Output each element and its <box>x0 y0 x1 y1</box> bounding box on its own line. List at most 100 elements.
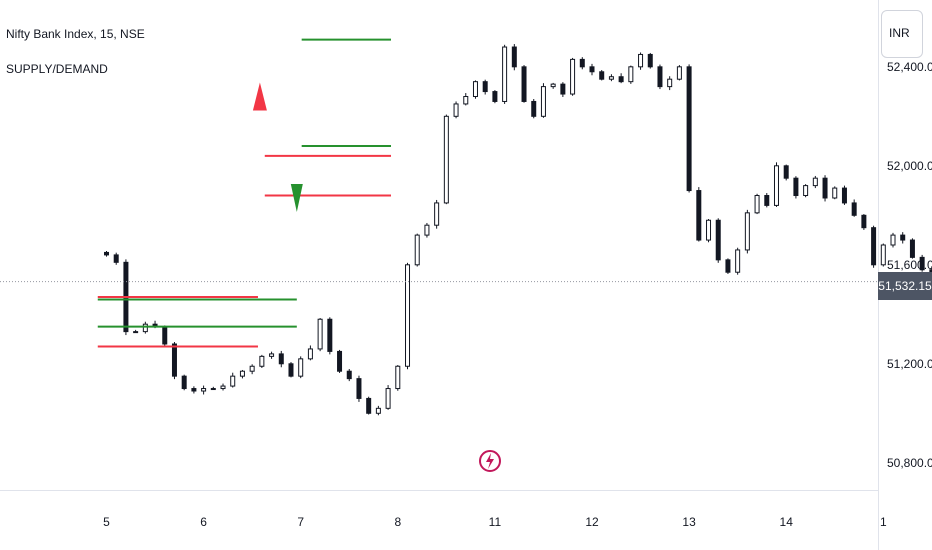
candle-body <box>482 81 488 93</box>
candle-body <box>793 177 799 197</box>
candle-body <box>608 76 614 80</box>
candle-body <box>337 350 343 372</box>
candle-body <box>754 195 760 214</box>
candle-body <box>638 53 644 68</box>
candle-body <box>773 165 779 206</box>
candle-body <box>220 385 226 390</box>
candle-body <box>880 244 886 266</box>
candle-body <box>443 115 449 204</box>
candle-body <box>502 46 508 102</box>
candle-body <box>851 202 857 216</box>
x-tick-label: 12 <box>585 515 599 529</box>
candle-body <box>191 388 197 392</box>
candle-body <box>239 370 245 377</box>
candle-body <box>434 202 440 226</box>
candle-body <box>735 249 741 273</box>
candle-body <box>521 66 527 102</box>
symbol-title: Nifty Bank Index, 15, NSE <box>6 27 145 41</box>
candle-body <box>171 343 177 377</box>
candle-body <box>492 91 498 102</box>
candle-body <box>375 407 381 414</box>
currency-label: INR <box>889 26 910 40</box>
candle-body <box>890 234 896 246</box>
candle-body <box>832 187 838 199</box>
candle-body <box>511 46 517 68</box>
candle-body <box>812 177 818 187</box>
x-tick-label: 13 <box>682 515 696 529</box>
candle-body <box>278 353 284 365</box>
lightning-bolt-icon[interactable] <box>478 445 502 478</box>
candle-body <box>919 256 925 271</box>
candle-body <box>317 318 323 350</box>
x-tick-label: 6 <box>200 515 207 529</box>
up-arrow-icon <box>252 82 267 111</box>
candle-body <box>395 365 401 390</box>
candle-body <box>356 378 362 399</box>
candle-body <box>550 83 556 88</box>
candle-body <box>259 355 265 367</box>
candle-body <box>113 254 119 263</box>
candle-body <box>841 187 847 204</box>
x-tick-label: 5 <box>103 515 110 529</box>
down-arrow-icon <box>290 183 303 212</box>
candle-body <box>657 66 663 88</box>
candle-body <box>589 66 595 73</box>
indicator-label[interactable]: SUPPLY/DEMAND <box>6 62 108 76</box>
candle-body <box>783 165 789 179</box>
candle-body <box>570 58 576 95</box>
x-tick-label: 8 <box>394 515 401 529</box>
candle-body <box>803 185 809 197</box>
last-price-tag: 51,532.15 <box>878 272 932 300</box>
candle-body <box>298 358 304 377</box>
candle-body <box>676 66 682 80</box>
candle-body <box>822 177 828 199</box>
candle-body <box>405 264 411 367</box>
x-tick-label: 1 <box>880 515 887 529</box>
candle-body <box>725 259 731 273</box>
candle-body <box>696 190 702 241</box>
y-tick-label: 52,000.00 <box>887 159 932 173</box>
candle-body <box>327 318 333 352</box>
candle-body <box>900 234 906 241</box>
candle-body <box>647 53 653 68</box>
candle-body <box>463 96 469 105</box>
candle-body <box>424 224 430 236</box>
candle-body <box>230 375 236 387</box>
candle-body <box>453 103 459 117</box>
candle-body <box>288 363 294 377</box>
candle-body <box>686 66 692 192</box>
candle-body <box>628 66 634 83</box>
candle-body <box>540 86 546 117</box>
candle-body <box>249 365 255 372</box>
candle-body <box>181 375 187 390</box>
candle-body <box>579 58 585 68</box>
candle-body <box>715 219 721 261</box>
candle-body <box>210 388 216 391</box>
candle-body <box>909 239 915 258</box>
candle-body <box>744 212 750 251</box>
candle-body <box>667 78 673 88</box>
candle-body <box>472 81 478 98</box>
y-tick-label: 51,600.00 <box>887 258 932 272</box>
candle-body <box>531 100 537 117</box>
x-tick-label: 11 <box>489 515 502 529</box>
x-tick-label: 14 <box>780 515 794 529</box>
candle-body <box>861 214 867 229</box>
y-tick-label: 52,400.00 <box>887 60 932 74</box>
y-tick-label: 51,200.00 <box>887 357 932 371</box>
y-tick-label: 50,800.00 <box>887 456 932 470</box>
candle-body <box>560 83 566 95</box>
candle-body <box>104 251 109 256</box>
candle-body <box>366 397 372 414</box>
candle-body <box>764 195 770 206</box>
candle-body <box>133 331 139 334</box>
x-tick-label: 7 <box>297 515 304 529</box>
candle-body <box>871 227 877 266</box>
candle-body <box>142 323 148 333</box>
currency-button[interactable]: INR <box>881 10 923 58</box>
candle-body <box>162 326 168 345</box>
candle-body <box>618 76 624 83</box>
candle-body <box>385 388 391 409</box>
